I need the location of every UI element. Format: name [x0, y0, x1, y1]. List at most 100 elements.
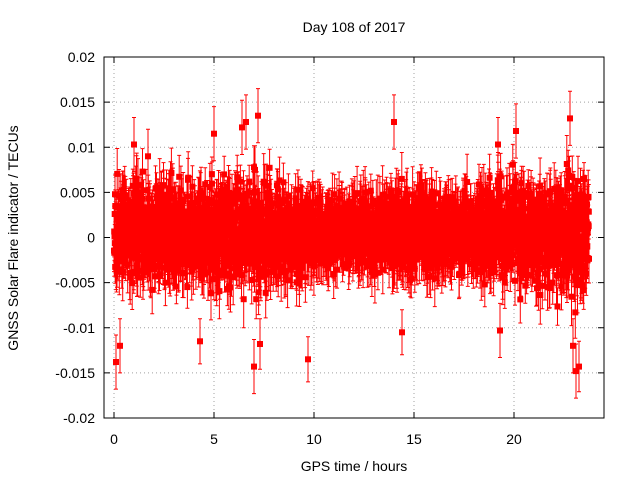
data-point — [443, 206, 450, 213]
data-point — [139, 195, 146, 202]
y-tick-label: -0.005 — [55, 275, 95, 291]
data-point — [438, 260, 445, 267]
data-point — [349, 207, 356, 214]
data-point — [132, 243, 139, 250]
data-point — [518, 264, 524, 271]
data-point — [140, 209, 147, 216]
data-point — [565, 167, 572, 174]
data-point — [274, 186, 281, 193]
data-point — [457, 218, 464, 225]
data-point — [510, 241, 517, 248]
data-point — [306, 242, 313, 249]
data-point — [194, 218, 200, 225]
data-point — [573, 254, 580, 261]
data-point — [144, 220, 151, 227]
data-point — [197, 338, 203, 345]
data-point — [289, 262, 296, 269]
data-point — [279, 198, 286, 205]
data-point — [136, 236, 142, 243]
data-point — [208, 171, 215, 178]
data-point — [576, 213, 582, 220]
data-point — [567, 224, 574, 231]
data-point — [116, 248, 123, 255]
data-point — [283, 212, 290, 219]
data-point — [254, 210, 261, 216]
data-point — [178, 201, 185, 208]
data-point — [211, 255, 218, 262]
data-point — [137, 211, 144, 218]
data-point — [444, 249, 450, 256]
data-point — [393, 225, 400, 232]
data-point — [359, 209, 366, 216]
data-point — [305, 356, 311, 363]
data-point — [557, 272, 564, 279]
data-point — [181, 208, 188, 215]
data-point — [576, 201, 583, 208]
data-point — [201, 265, 207, 272]
data-point — [135, 182, 141, 189]
data-point — [322, 229, 329, 236]
data-point — [566, 182, 573, 189]
data-point — [512, 213, 519, 219]
data-point — [404, 192, 411, 199]
data-point — [264, 219, 271, 226]
data-point — [205, 245, 212, 252]
data-point — [376, 195, 383, 202]
data-point — [283, 208, 290, 214]
data-point — [205, 217, 212, 224]
data-point — [495, 178, 501, 185]
data-point — [112, 203, 119, 209]
data-point — [165, 261, 172, 268]
data-point — [319, 222, 326, 229]
data-point — [464, 256, 471, 263]
data-point — [393, 193, 400, 200]
data-point — [160, 182, 167, 189]
data-point — [292, 195, 299, 202]
data-point — [481, 281, 488, 288]
data-point — [565, 267, 572, 273]
data-point — [269, 248, 276, 255]
data-point — [246, 260, 253, 267]
data-point — [497, 218, 504, 225]
data-point — [152, 185, 159, 192]
data-point — [187, 193, 194, 200]
data-point — [486, 174, 493, 181]
data-point — [140, 204, 147, 211]
data-point — [250, 241, 257, 248]
data-point — [173, 253, 180, 260]
data-point — [191, 250, 198, 257]
data-point — [553, 272, 560, 279]
data-point — [163, 194, 170, 201]
data-point — [188, 200, 194, 207]
data-point — [461, 249, 468, 256]
data-point — [251, 252, 258, 259]
data-point — [442, 232, 449, 239]
data-point — [149, 286, 156, 293]
data-point — [476, 220, 483, 226]
data-point — [423, 265, 430, 272]
data-point — [294, 212, 301, 219]
data-point — [231, 247, 238, 254]
data-point — [156, 218, 163, 225]
data-point — [497, 327, 503, 334]
data-point — [328, 212, 335, 219]
data-point — [434, 240, 441, 246]
data-point — [542, 270, 548, 277]
data-point — [584, 243, 591, 250]
data-point — [233, 214, 239, 221]
data-point — [280, 263, 287, 270]
data-point — [336, 195, 343, 202]
data-point — [118, 256, 125, 263]
x-tick-label: 10 — [306, 431, 322, 447]
data-point — [525, 182, 532, 189]
data-point — [402, 258, 409, 265]
data-point — [320, 235, 327, 242]
data-point — [443, 238, 450, 245]
data-point — [349, 233, 356, 240]
data-point — [225, 226, 232, 233]
data-point — [529, 213, 536, 220]
data-point — [232, 191, 238, 198]
data-point — [389, 242, 396, 249]
data-point — [480, 261, 487, 268]
data-point — [500, 263, 506, 269]
